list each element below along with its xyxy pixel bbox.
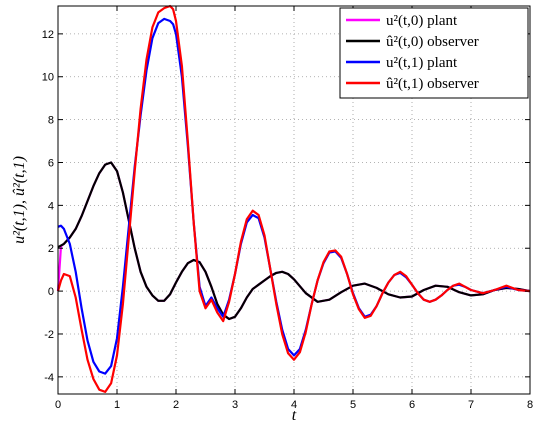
y-tick-label: -4 — [44, 372, 54, 384]
x-tick-label: 4 — [291, 399, 297, 411]
series-line-1 — [57, 161, 531, 321]
x-tick-label: 5 — [350, 399, 356, 411]
x-tick-label: 8 — [527, 399, 533, 411]
x-tick-label: 3 — [232, 399, 238, 411]
legend-label-3: û²(t,1) observer — [386, 76, 479, 92]
y-tick-label: -2 — [44, 329, 54, 341]
series-line-3 — [56, 4, 531, 393]
x-tick-label: 1 — [114, 399, 120, 411]
tick-marks — [57, 6, 531, 394]
y-axis-label: u²(t,1), û²(t,1) — [11, 156, 28, 244]
x-tick-label: 7 — [468, 399, 474, 411]
y-tick-label: 8 — [48, 115, 54, 127]
series-lines — [56, 4, 531, 393]
x-tick-labels: 0 1 2 3 4 5 6 7 8 — [55, 399, 533, 411]
x-tick-label: 2 — [173, 399, 179, 411]
legend-label-0: u²(t,0) plant — [386, 13, 458, 29]
y-tick-label: 6 — [48, 157, 54, 169]
legend-label-1: û²(t,0) observer — [386, 34, 479, 50]
y-tick-label: 4 — [48, 200, 54, 212]
x-axis-label: t — [292, 407, 297, 424]
y-tick-label: 12 — [42, 29, 54, 41]
x-tick-label: 6 — [409, 399, 415, 411]
y-tick-label: 2 — [48, 243, 54, 255]
legend: u²(t,0) plant û²(t,0) observer u²(t,1) pla… — [339, 7, 529, 99]
legend-label-2: u²(t,1) plant — [386, 55, 458, 71]
y-tick-labels: -4 -2 0 2 4 6 8 10 12 — [42, 29, 54, 384]
y-tick-label: 10 — [42, 72, 54, 84]
y-tick-label: 0 — [48, 286, 54, 298]
x-tick-label: 0 — [55, 399, 61, 411]
